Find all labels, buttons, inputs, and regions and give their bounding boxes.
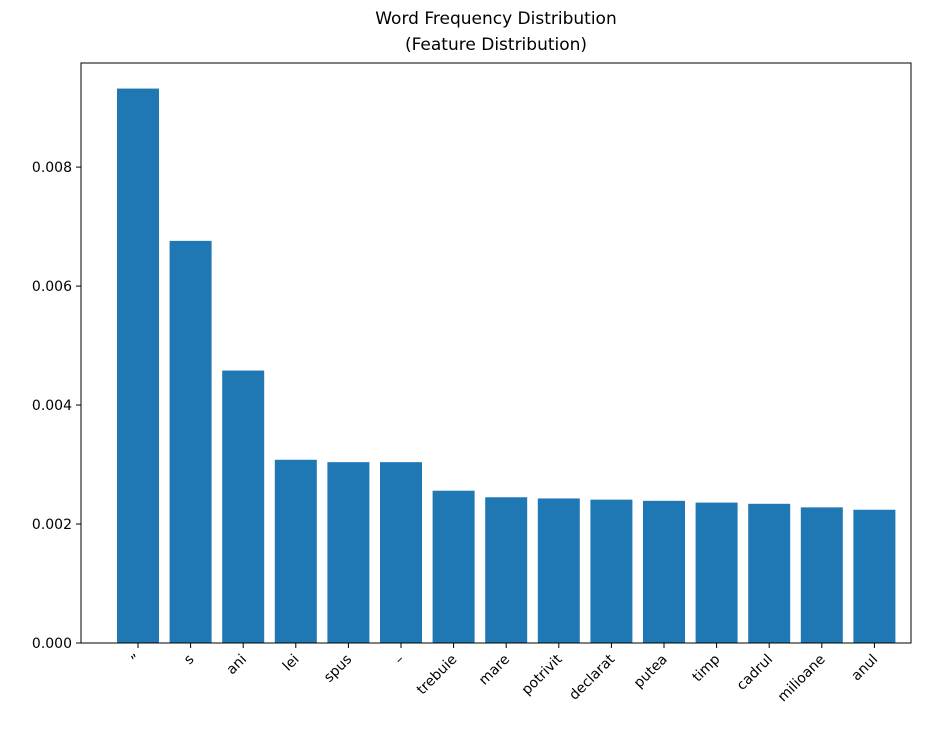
y-axis: 0.000 0.002 0.004 0.006 0.008 — [32, 160, 81, 652]
x-tick-label: cadrul — [734, 652, 776, 694]
x-tick-label: s — [181, 652, 197, 668]
x-tick-label: lei — [280, 652, 303, 675]
bar — [590, 499, 633, 643]
x-tick-label: milioane — [775, 652, 829, 706]
bar — [222, 370, 265, 643]
x-tick-label: ” — [128, 652, 144, 668]
x-tick-label: putea — [631, 652, 671, 692]
x-tick-label: mare — [476, 652, 513, 689]
x-tick-label: declarat — [566, 651, 618, 703]
bar — [485, 497, 528, 643]
bar — [853, 509, 896, 643]
bar — [169, 240, 212, 643]
bar — [748, 503, 791, 643]
x-tick-label: trebuie — [414, 652, 461, 699]
bar — [432, 490, 475, 643]
bar — [380, 462, 422, 643]
bar — [117, 88, 159, 643]
bar — [643, 500, 685, 643]
bar — [800, 507, 843, 643]
bar — [537, 498, 580, 643]
x-tick-label: anul — [849, 652, 882, 685]
bars-group — [117, 88, 896, 643]
x-tick-label: timp — [690, 651, 724, 685]
bar — [274, 459, 317, 643]
y-tick-label: 0.006 — [32, 279, 72, 295]
x-axis: ” s ani lei spus – trebuie mare potrivit declarat… — [128, 643, 881, 705]
bar — [695, 502, 738, 643]
bar — [327, 462, 370, 643]
x-tick-label: spus — [321, 652, 355, 686]
y-tick-label: 0.008 — [32, 160, 72, 176]
plot-frame — [80, 62, 912, 644]
chart-subtitle: (Feature Distribution) — [405, 35, 587, 55]
y-tick-label: 0.004 — [32, 398, 72, 414]
x-tick-label: potrivit — [519, 651, 566, 698]
y-tick-label: 0.000 — [32, 636, 72, 652]
x-tick-label: – — [392, 652, 408, 668]
x-tick-label: ani — [224, 652, 250, 678]
chart-title: Word Frequency Distribution — [375, 9, 617, 29]
y-tick-label: 0.002 — [32, 517, 72, 533]
